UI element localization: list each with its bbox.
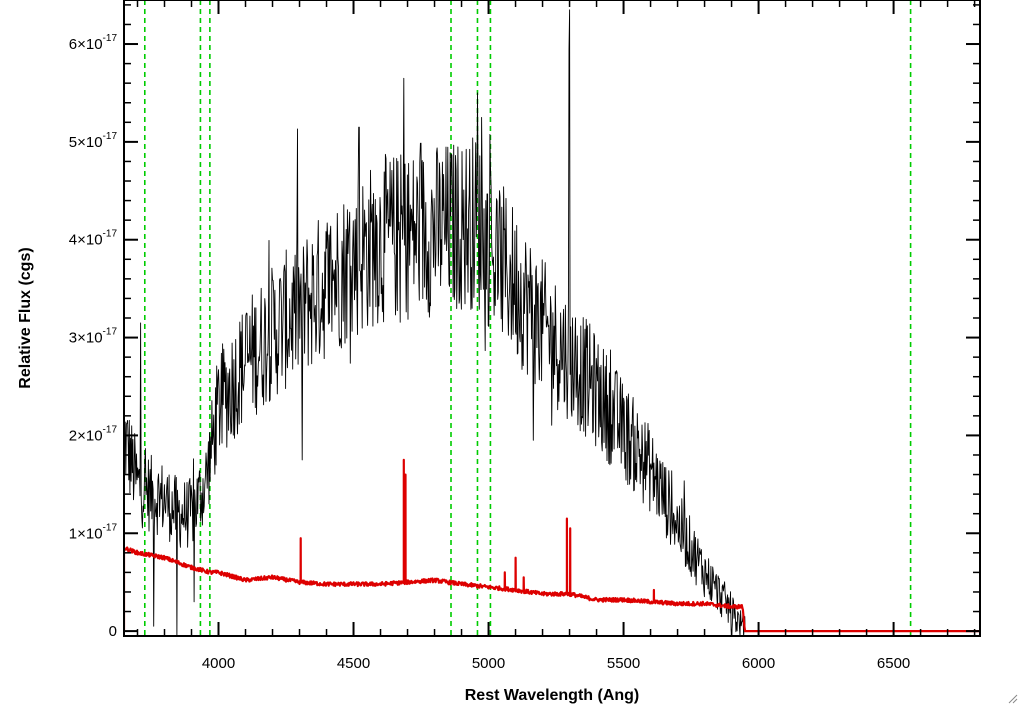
y-tick-label-4: 4×10-17 — [69, 229, 118, 249]
x-tick-label-4: 6000 — [742, 655, 775, 672]
plot-area — [124, 0, 980, 636]
x-tick-label-2: 5000 — [472, 655, 505, 672]
x-tick-label-1: 4500 — [337, 655, 370, 672]
y-tick-label-1: 1×10-17 — [69, 522, 118, 542]
reference-lines — [143, 0, 912, 636]
series-layer — [124, 9, 980, 636]
series-1-line — [124, 458, 980, 633]
y-tick-label-2: 2×10-17 — [69, 424, 118, 444]
resize-grip-icon[interactable] — [1006, 692, 1018, 704]
tick-labels: 4000 4500 5000 5500 6000 6500 0 1×10-17 2×10-17 3… — [69, 33, 911, 672]
y-axis-title: Relative Flux (cgs) — [17, 247, 34, 388]
x-tick-label-5: 6500 — [877, 655, 910, 672]
y-tick-label-5: 5×10-17 — [69, 131, 118, 151]
series-0-line — [124, 9, 746, 636]
y-tick-label-3: 3×10-17 — [69, 327, 118, 347]
x-tick-label-0: 4000 — [202, 655, 235, 672]
x-axis-title: Rest Wavelength (Ang) — [465, 687, 640, 704]
x-tick-label-3: 5500 — [607, 655, 640, 672]
y-tick-label-0: 0 — [109, 623, 117, 640]
y-tick-label-6: 6×10-17 — [69, 33, 118, 53]
ticks — [124, 0, 980, 636]
